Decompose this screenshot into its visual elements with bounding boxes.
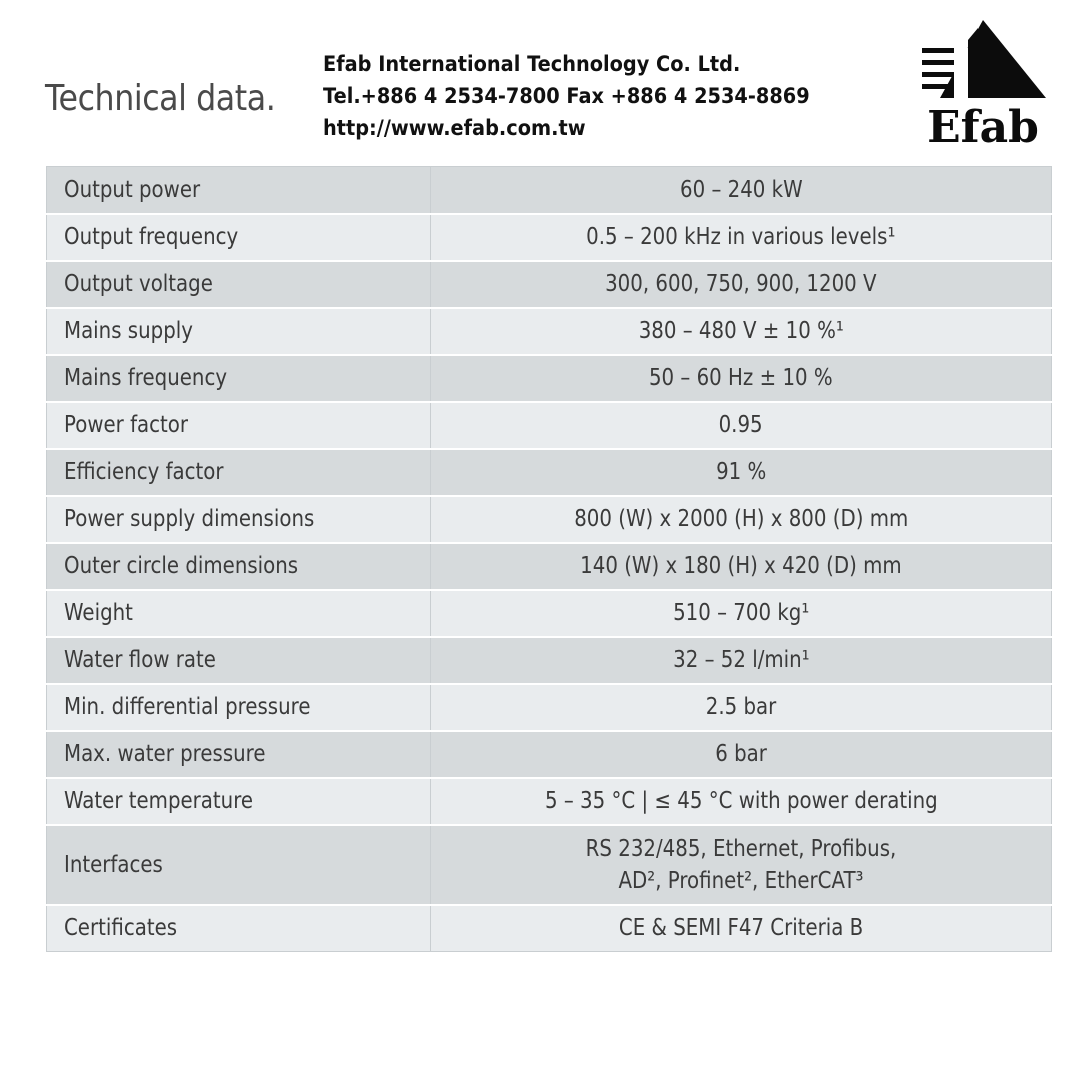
company-website: http://www.efab.com.tw — [323, 116, 586, 140]
spec-label: Power supply dimensions — [64, 506, 315, 532]
spec-label-cell: Output power — [46, 166, 431, 215]
spec-label: Outer circle dimensions — [64, 553, 299, 579]
spec-value-cell: 300, 600, 750, 900, 1200 V — [430, 259, 1052, 309]
spec-value-cell: CE & SEMI F47 Criteria B — [430, 903, 1052, 952]
spec-label: Output power — [64, 176, 201, 203]
spec-value-cell: 6 bar — [430, 729, 1052, 779]
spec-value: 300, 600, 750, 900, 1200 V — [605, 271, 877, 297]
table-row: Water flow rate 32 – 52 l/min¹ — [46, 635, 1052, 685]
table-row: Mains frequency 50 – 60 Hz ± 10 % — [46, 353, 1052, 403]
spec-value: 140 (W) x 180 (H) x 420 (D) mm — [580, 553, 902, 579]
spec-value: 50 – 60 Hz ± 10 % — [649, 365, 833, 391]
spec-value-cell: 800 (W) x 2000 (H) x 800 (D) mm — [430, 494, 1052, 544]
table-row: Certificates CE & SEMI F47 Criteria B — [46, 903, 1052, 952]
table-row: Output frequency 0.5 – 200 kHz in various… — [46, 212, 1052, 262]
spec-label: Water flow rate — [64, 647, 216, 673]
table-row: Output power 60 – 240 kW — [46, 166, 1052, 215]
spec-label-cell: Power factor — [46, 400, 431, 450]
spec-label-cell: Efficiency factor — [46, 447, 431, 497]
spec-value-cell: 0.95 — [430, 400, 1052, 450]
spec-value-cell: 380 – 480 V ± 10 %¹ — [430, 306, 1052, 356]
spec-value: 91 % — [715, 459, 767, 485]
spec-value-cell: 2.5 bar — [430, 682, 1052, 732]
spec-value-cell: 32 – 52 l/min¹ — [430, 635, 1052, 685]
spec-value: 5 – 35 °C | ≤ 45 °C with power derating — [544, 788, 938, 814]
spec-value: 0.95 — [718, 412, 764, 438]
spec-label-cell: Weight — [46, 588, 431, 638]
table-row: Output voltage 300, 600, 750, 900, 1200 V — [46, 259, 1052, 309]
spec-label-cell: Output voltage — [46, 259, 431, 309]
spec-label-cell: Certificates — [46, 903, 431, 952]
page-title: Technical data. — [45, 78, 276, 119]
logo-wordmark: Efab — [927, 102, 1039, 148]
table-row: Interfaces RS 232/485, Ethernet, Profibus… — [46, 823, 1052, 906]
spec-label: Output voltage — [64, 271, 213, 297]
table-row: Efficiency factor 91 % — [46, 447, 1052, 497]
spec-label-cell: Mains frequency — [46, 353, 431, 403]
spec-label: Weight — [64, 600, 133, 626]
spec-value: 2.5 bar — [705, 694, 777, 720]
spec-value-line: RS 232/485, Ethernet, Profibus, — [585, 835, 897, 862]
company-name: Efab International Technology Co. Ltd. — [323, 52, 741, 76]
spec-label: Min. differential pressure — [64, 694, 311, 720]
spec-value: 510 – 700 kg¹ — [672, 600, 810, 626]
spec-label-cell: Power supply dimensions — [46, 494, 431, 544]
spec-label-cell: Water temperature — [46, 776, 431, 826]
spec-label-cell: Outer circle dimensions — [46, 541, 431, 591]
spec-value-cell: 0.5 – 200 kHz in various levels¹ — [430, 212, 1052, 262]
table-row: Min. differential pressure 2.5 bar — [46, 682, 1052, 732]
spec-value-cell: 140 (W) x 180 (H) x 420 (D) mm — [430, 541, 1052, 591]
spec-value: 380 – 480 V ± 10 %¹ — [638, 318, 844, 344]
spec-value-cell: 50 – 60 Hz ± 10 % — [430, 353, 1052, 403]
company-phone-fax: Tel.+886 4 2534-7800 Fax +886 4 2534-886… — [323, 84, 810, 108]
spec-value-cell: 60 – 240 kW — [430, 166, 1052, 215]
efab-logo: Efab — [922, 20, 1046, 148]
spec-label: Mains supply — [64, 318, 193, 344]
spec-label-cell: Water flow rate — [46, 635, 431, 685]
table-row: Water temperature 5 – 35 °C | ≤ 45 °C wit… — [46, 776, 1052, 826]
spec-value: 6 bar — [715, 741, 767, 767]
spec-label: Water temperature — [64, 788, 254, 814]
table-row: Power supply dimensions 800 (W) x 2000 (H… — [46, 494, 1052, 544]
spec-label-cell: Min. differential pressure — [46, 682, 431, 732]
spec-label: Max. water pressure — [64, 741, 266, 767]
spec-value: 60 – 240 kW — [679, 176, 803, 203]
spec-value-line: AD², Profinet², EtherCAT³ — [618, 867, 864, 894]
spec-label-cell: Max. water pressure — [46, 729, 431, 779]
spec-label: Certificates — [64, 915, 178, 942]
spec-label-cell: Mains supply — [46, 306, 431, 356]
spec-value: 32 – 52 l/min¹ — [672, 647, 810, 673]
technical-data-table: Output power 60 – 240 kW Output frequency 0… — [46, 166, 1052, 952]
spec-label: Efficiency factor — [64, 459, 224, 485]
table-row: Weight 510 – 700 kg¹ — [46, 588, 1052, 638]
spec-value-cell: 510 – 700 kg¹ — [430, 588, 1052, 638]
spec-label-cell: Interfaces — [46, 823, 431, 906]
table-row: Max. water pressure 6 bar — [46, 729, 1052, 779]
table-row: Power factor 0.95 — [46, 400, 1052, 450]
spec-value-cell: 91 % — [430, 447, 1052, 497]
spec-value: 0.5 – 200 kHz in various levels¹ — [586, 224, 896, 250]
table-row: Mains supply 380 – 480 V ± 10 %¹ — [46, 306, 1052, 356]
spec-label: Output frequency — [64, 224, 239, 250]
spec-label: Power factor — [64, 412, 189, 438]
spec-label: Mains frequency — [64, 365, 228, 391]
company-contact-block: Efab International Technology Co. Ltd. T… — [323, 48, 810, 144]
spec-label: Interfaces — [64, 851, 163, 878]
spec-value: 800 (W) x 2000 (H) x 800 (D) mm — [573, 506, 909, 532]
table-row: Outer circle dimensions 140 (W) x 180 (H)… — [46, 541, 1052, 591]
spec-label-cell: Output frequency — [46, 212, 431, 262]
spec-value-cell: RS 232/485, Ethernet, Profibus, AD², Prof… — [430, 823, 1052, 906]
spec-value-cell: 5 – 35 °C | ≤ 45 °C with power derating — [430, 776, 1052, 826]
spec-value: CE & SEMI F47 Criteria B — [618, 915, 864, 942]
